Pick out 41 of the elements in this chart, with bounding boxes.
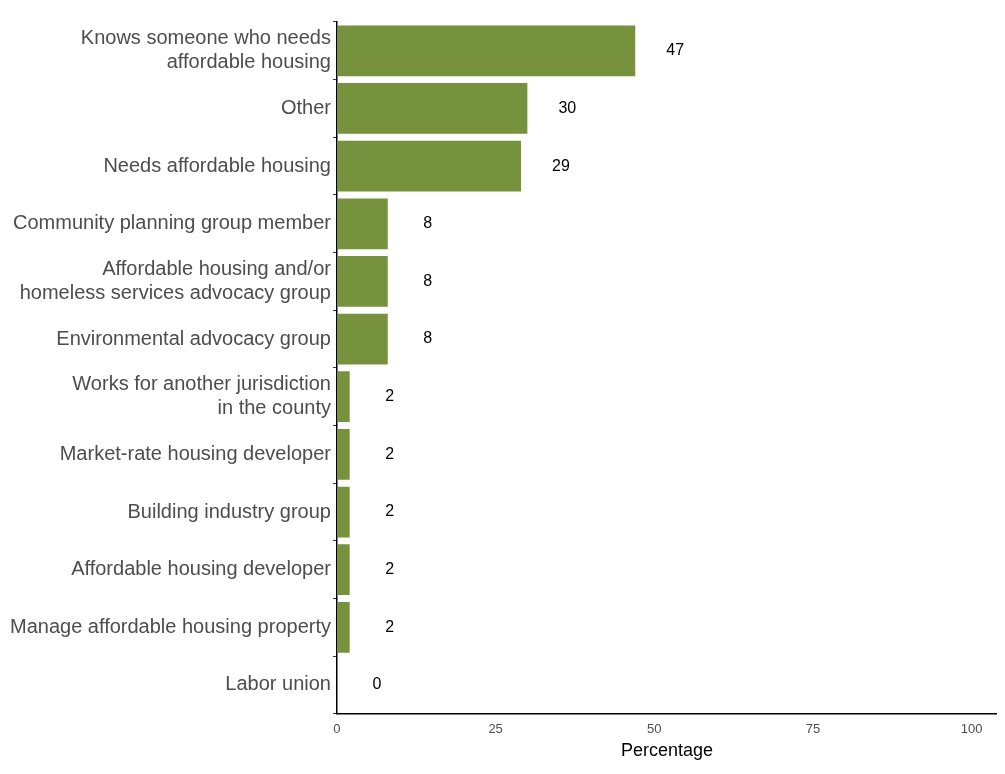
bar — [336, 429, 350, 480]
data-label: 2 — [385, 560, 395, 578]
data-label: 29 — [552, 156, 571, 174]
y-tick-label: Other — [280, 95, 332, 118]
bar — [336, 544, 350, 596]
x-tick-label: 25 — [488, 721, 503, 737]
data-label: 0 — [372, 675, 382, 693]
x-tick-label: 75 — [805, 721, 821, 737]
y-tick-label: Environmental advocacy group — [56, 326, 331, 349]
y-tick-label: Manage affordable housing property — [10, 614, 331, 637]
data-label: 47 — [666, 41, 685, 59]
y-tick-label: Affordable housing developer — [71, 557, 332, 580]
data-label: 2 — [385, 387, 395, 405]
data-label: 8 — [423, 329, 433, 347]
y-tick-label: Affordable housing and/or homeless services advocacy group — [19, 256, 332, 303]
y-tick-label: Needs affordable housing — [103, 153, 331, 176]
y-tick-label: Market-rate housing developer — [59, 441, 332, 464]
y-tick-label: Building industry group — [127, 499, 331, 522]
data-label: 8 — [423, 214, 433, 232]
bar — [336, 25, 636, 77]
bar — [336, 313, 388, 365]
data-label: 8 — [423, 271, 433, 289]
x-tick-label: 50 — [647, 721, 662, 737]
y-tick-label: Labor union — [225, 672, 331, 695]
y-tick-label: Knows someone who needs affordable housing — [80, 26, 331, 73]
bar — [336, 83, 528, 134]
x-axis-title: Percentage — [620, 740, 714, 761]
bar — [336, 601, 350, 653]
data-label: 2 — [385, 444, 395, 462]
bar — [336, 256, 388, 307]
x-tick-label: 0 — [333, 721, 341, 737]
bar — [336, 371, 350, 423]
y-tick-label: Works for another jurisdiction in the county — [72, 372, 331, 419]
bar — [336, 140, 522, 192]
bar — [336, 486, 350, 538]
y-tick-label: Community planning group member — [13, 211, 332, 234]
data-label: 30 — [558, 98, 577, 116]
x-tick-label: 100 — [960, 721, 983, 737]
data-label: 2 — [385, 502, 395, 520]
bar — [336, 198, 388, 250]
data-label: 2 — [385, 617, 395, 635]
